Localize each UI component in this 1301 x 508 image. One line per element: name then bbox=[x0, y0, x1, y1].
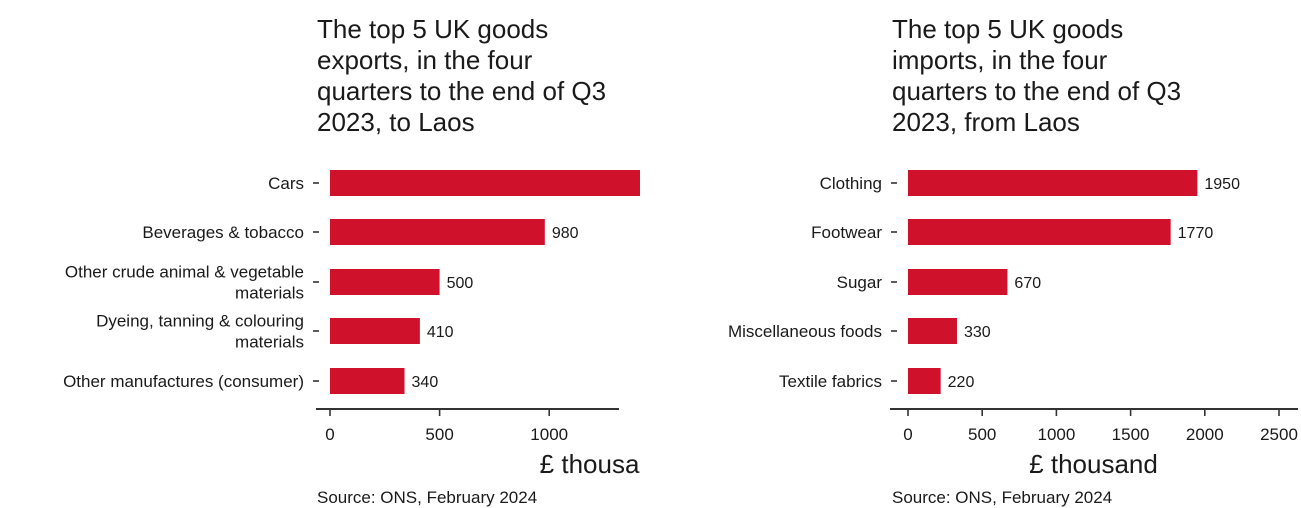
exports-value-label: 340 bbox=[412, 374, 439, 391]
imports-category-label: Footwear bbox=[811, 223, 882, 242]
exports-category-label: materials bbox=[235, 284, 304, 303]
imports-chart-title: The top 5 UK goods imports, in the four … bbox=[892, 14, 1182, 137]
imports-category-label: Textile fabrics bbox=[779, 372, 882, 391]
exports-category-label: Beverages & tobacco bbox=[142, 223, 304, 242]
imports-xtick-label: 1500 bbox=[1112, 425, 1150, 444]
imports-category-label: Miscellaneous foods bbox=[728, 322, 882, 341]
imports-xtick-label: 2000 bbox=[1186, 425, 1224, 444]
imports-xtick-label: 500 bbox=[968, 425, 996, 444]
imports-x-axis-title: £ thousand bbox=[1029, 449, 1158, 479]
imports-bar bbox=[908, 170, 1198, 196]
exports-category-label: Cars bbox=[268, 174, 304, 193]
exports-xtick-label: 0 bbox=[325, 425, 334, 444]
exports-x-axis-title: £ thousand bbox=[540, 449, 640, 479]
imports-chart-panel: 1950 Clothing 1770 Footwear 670 Sugar 330 Misce… bbox=[640, 0, 1301, 508]
imports-xtick-label: 0 bbox=[903, 425, 912, 444]
imports-xtick-label: 2500 bbox=[1260, 425, 1298, 444]
exports-bar bbox=[330, 170, 640, 196]
exports-value-label: 410 bbox=[427, 324, 454, 341]
imports-value-label: 220 bbox=[948, 374, 975, 391]
imports-bar bbox=[908, 368, 941, 394]
imports-value-label: 670 bbox=[1014, 275, 1041, 292]
imports-xtick-label: 1000 bbox=[1037, 425, 1075, 444]
imports-bar bbox=[908, 269, 1008, 295]
exports-category-label: Dyeing, tanning & colouring bbox=[96, 312, 304, 331]
exports-xtick-label: 500 bbox=[425, 425, 453, 444]
exports-category-label: materials bbox=[235, 333, 304, 352]
exports-category-label: Other manufactures (consumer) bbox=[63, 372, 304, 391]
exports-chart-title: The top 5 UK goods exports, in the four … bbox=[317, 14, 607, 137]
exports-xtick-label: 1000 bbox=[530, 425, 568, 444]
exports-bar bbox=[330, 269, 440, 295]
exports-bar bbox=[330, 368, 405, 394]
imports-bar bbox=[908, 219, 1171, 245]
exports-category-label: Other crude animal & vegetable bbox=[65, 263, 304, 282]
imports-chart: 1950 Clothing 1770 Footwear 670 Sugar 330 Misce… bbox=[728, 170, 1298, 479]
imports-category-label: Clothing bbox=[820, 174, 882, 193]
exports-value-label: 980 bbox=[552, 225, 579, 242]
imports-value-label: 330 bbox=[964, 324, 991, 341]
exports-bar bbox=[330, 219, 545, 245]
imports-category-label: Sugar bbox=[837, 273, 883, 292]
exports-bar bbox=[330, 318, 420, 344]
imports-chart-source: Source: ONS, February 2024 bbox=[892, 488, 1113, 507]
exports-value-label: 500 bbox=[447, 275, 474, 292]
imports-bar bbox=[908, 318, 957, 344]
imports-value-label: 1770 bbox=[1178, 225, 1214, 242]
imports-value-label: 1950 bbox=[1204, 176, 1240, 193]
exports-chart-source: Source: ONS, February 2024 bbox=[317, 488, 538, 507]
